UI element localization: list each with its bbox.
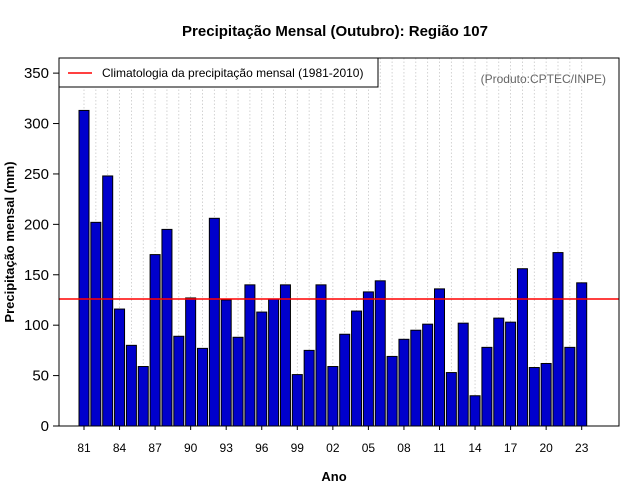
bar-2009 (410, 329, 422, 427)
x-tick-label: 90 (184, 441, 198, 455)
x-axis: 81 84 87 90 93 96 99 02 05 08 11 14 17 20 23 (77, 426, 589, 455)
bar-2015 (481, 346, 493, 427)
bar-2001 (315, 284, 327, 427)
y-tick-label: 200 (24, 216, 49, 233)
x-tick-label: 93 (220, 441, 234, 455)
bar-2006 (374, 280, 386, 427)
bar-2021 (552, 252, 564, 427)
bar-1997 (268, 298, 280, 427)
bar-2000 (303, 349, 315, 427)
legend-box (58, 57, 379, 88)
y-tick-label: 150 (24, 267, 49, 284)
legend-label: Climatologia da precipitação mensal (198… (102, 66, 363, 80)
bar-1981 (78, 109, 90, 427)
bar-1983 (102, 175, 114, 427)
bar-2020 (540, 362, 552, 427)
bar-2003 (339, 333, 351, 427)
x-tick-label: 84 (113, 441, 127, 455)
credit-text: (Produto:CPTEC/INPE) (481, 72, 606, 86)
bar-2007 (386, 355, 398, 427)
bar-2014 (469, 395, 481, 427)
bar-2018 (516, 268, 528, 427)
x-tick-label: 05 (362, 441, 376, 455)
y-tick-label: 100 (24, 317, 49, 334)
bar-2002 (327, 366, 339, 427)
x-tick-label: 81 (77, 441, 91, 455)
bar-1988 (161, 228, 173, 427)
x-tick-label: 08 (397, 441, 411, 455)
y-tick-label: 350 (24, 65, 49, 82)
bar-1996 (256, 311, 268, 427)
bar-2016 (493, 317, 505, 427)
bar-2012 (445, 372, 457, 427)
bar-1982 (90, 221, 102, 427)
bar-2017 (505, 321, 517, 427)
legend: Climatologia da precipitação mensal (198… (58, 57, 379, 88)
bar-2013 (457, 322, 469, 427)
x-tick-label: 14 (468, 441, 482, 455)
bar-2023 (576, 282, 588, 427)
y-tick-label: 250 (24, 166, 49, 183)
bar-1984 (114, 308, 126, 427)
x-tick-label: 99 (291, 441, 305, 455)
x-tick-label: 17 (504, 441, 518, 455)
bar-1994 (232, 336, 244, 427)
bar-2008 (398, 338, 410, 427)
bar-2010 (422, 323, 434, 427)
y-axis: 0 50 100 150 200 250 300 350 (24, 65, 59, 435)
bar-2019 (528, 367, 540, 427)
y-tick-label: 50 (32, 368, 49, 385)
bar-1992 (208, 217, 220, 427)
bar-2022 (564, 346, 576, 427)
bar-series (78, 109, 588, 427)
y-tick-label: 300 (24, 116, 49, 133)
x-tick-label: 96 (255, 441, 269, 455)
bar-1989 (173, 335, 185, 427)
chart-title: Precipitação Mensal (Outubro): Região 10… (182, 23, 488, 40)
bar-1999 (291, 374, 303, 427)
bar-1987 (149, 254, 161, 427)
x-tick-label: 20 (539, 441, 553, 455)
y-tick-label: 0 (41, 418, 49, 435)
bar-1991 (197, 347, 208, 427)
x-tick-label: 87 (148, 441, 162, 455)
bar-2004 (351, 310, 363, 427)
bar-2011 (434, 288, 445, 427)
bar-1998 (279, 284, 291, 427)
x-axis-label: Ano (321, 469, 346, 484)
bar-1985 (125, 344, 137, 427)
x-tick-label: 23 (575, 441, 589, 455)
bar-1990 (185, 297, 197, 427)
y-axis-label: Precipitação mensal (mm) (2, 161, 17, 322)
bar-1986 (137, 366, 149, 427)
x-tick-label: 02 (326, 441, 340, 455)
bar-1995 (244, 284, 256, 427)
bar-2005 (362, 291, 374, 427)
bar-1993 (220, 299, 232, 427)
x-tick-label: 11 (433, 441, 446, 455)
